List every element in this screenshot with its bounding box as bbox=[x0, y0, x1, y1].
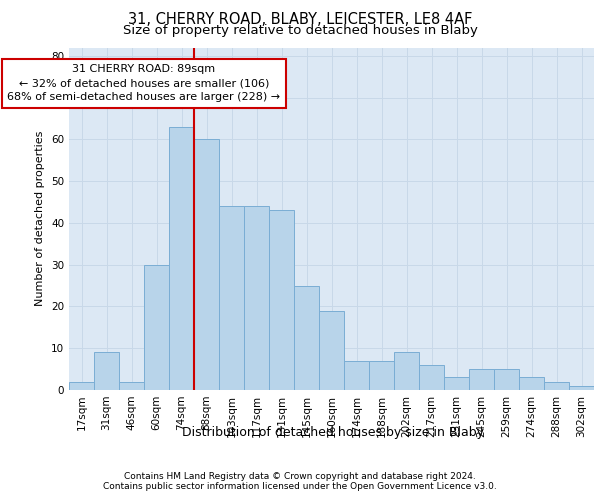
Bar bbox=[169, 127, 194, 390]
Bar bbox=[244, 206, 269, 390]
Bar bbox=[344, 361, 369, 390]
Bar bbox=[319, 310, 344, 390]
Bar bbox=[369, 361, 394, 390]
Bar bbox=[444, 378, 469, 390]
Y-axis label: Number of detached properties: Number of detached properties bbox=[35, 131, 46, 306]
Bar bbox=[269, 210, 294, 390]
Bar bbox=[144, 264, 169, 390]
Bar bbox=[419, 365, 444, 390]
Bar bbox=[94, 352, 119, 390]
Bar bbox=[294, 286, 319, 390]
Bar bbox=[544, 382, 569, 390]
Bar bbox=[219, 206, 244, 390]
Text: 31, CHERRY ROAD, BLABY, LEICESTER, LE8 4AF: 31, CHERRY ROAD, BLABY, LEICESTER, LE8 4… bbox=[128, 12, 472, 28]
Bar bbox=[194, 140, 219, 390]
Bar bbox=[119, 382, 144, 390]
Text: 31 CHERRY ROAD: 89sqm
← 32% of detached houses are smaller (106)
68% of semi-det: 31 CHERRY ROAD: 89sqm ← 32% of detached … bbox=[7, 64, 281, 102]
Bar bbox=[469, 369, 494, 390]
Bar bbox=[519, 378, 544, 390]
Text: Size of property relative to detached houses in Blaby: Size of property relative to detached ho… bbox=[122, 24, 478, 37]
Bar bbox=[394, 352, 419, 390]
Bar bbox=[494, 369, 519, 390]
Bar bbox=[569, 386, 594, 390]
Text: Contains HM Land Registry data © Crown copyright and database right 2024.: Contains HM Land Registry data © Crown c… bbox=[124, 472, 476, 481]
Text: Distribution of detached houses by size in Blaby: Distribution of detached houses by size … bbox=[182, 426, 484, 439]
Text: Contains public sector information licensed under the Open Government Licence v3: Contains public sector information licen… bbox=[103, 482, 497, 491]
Bar bbox=[69, 382, 94, 390]
